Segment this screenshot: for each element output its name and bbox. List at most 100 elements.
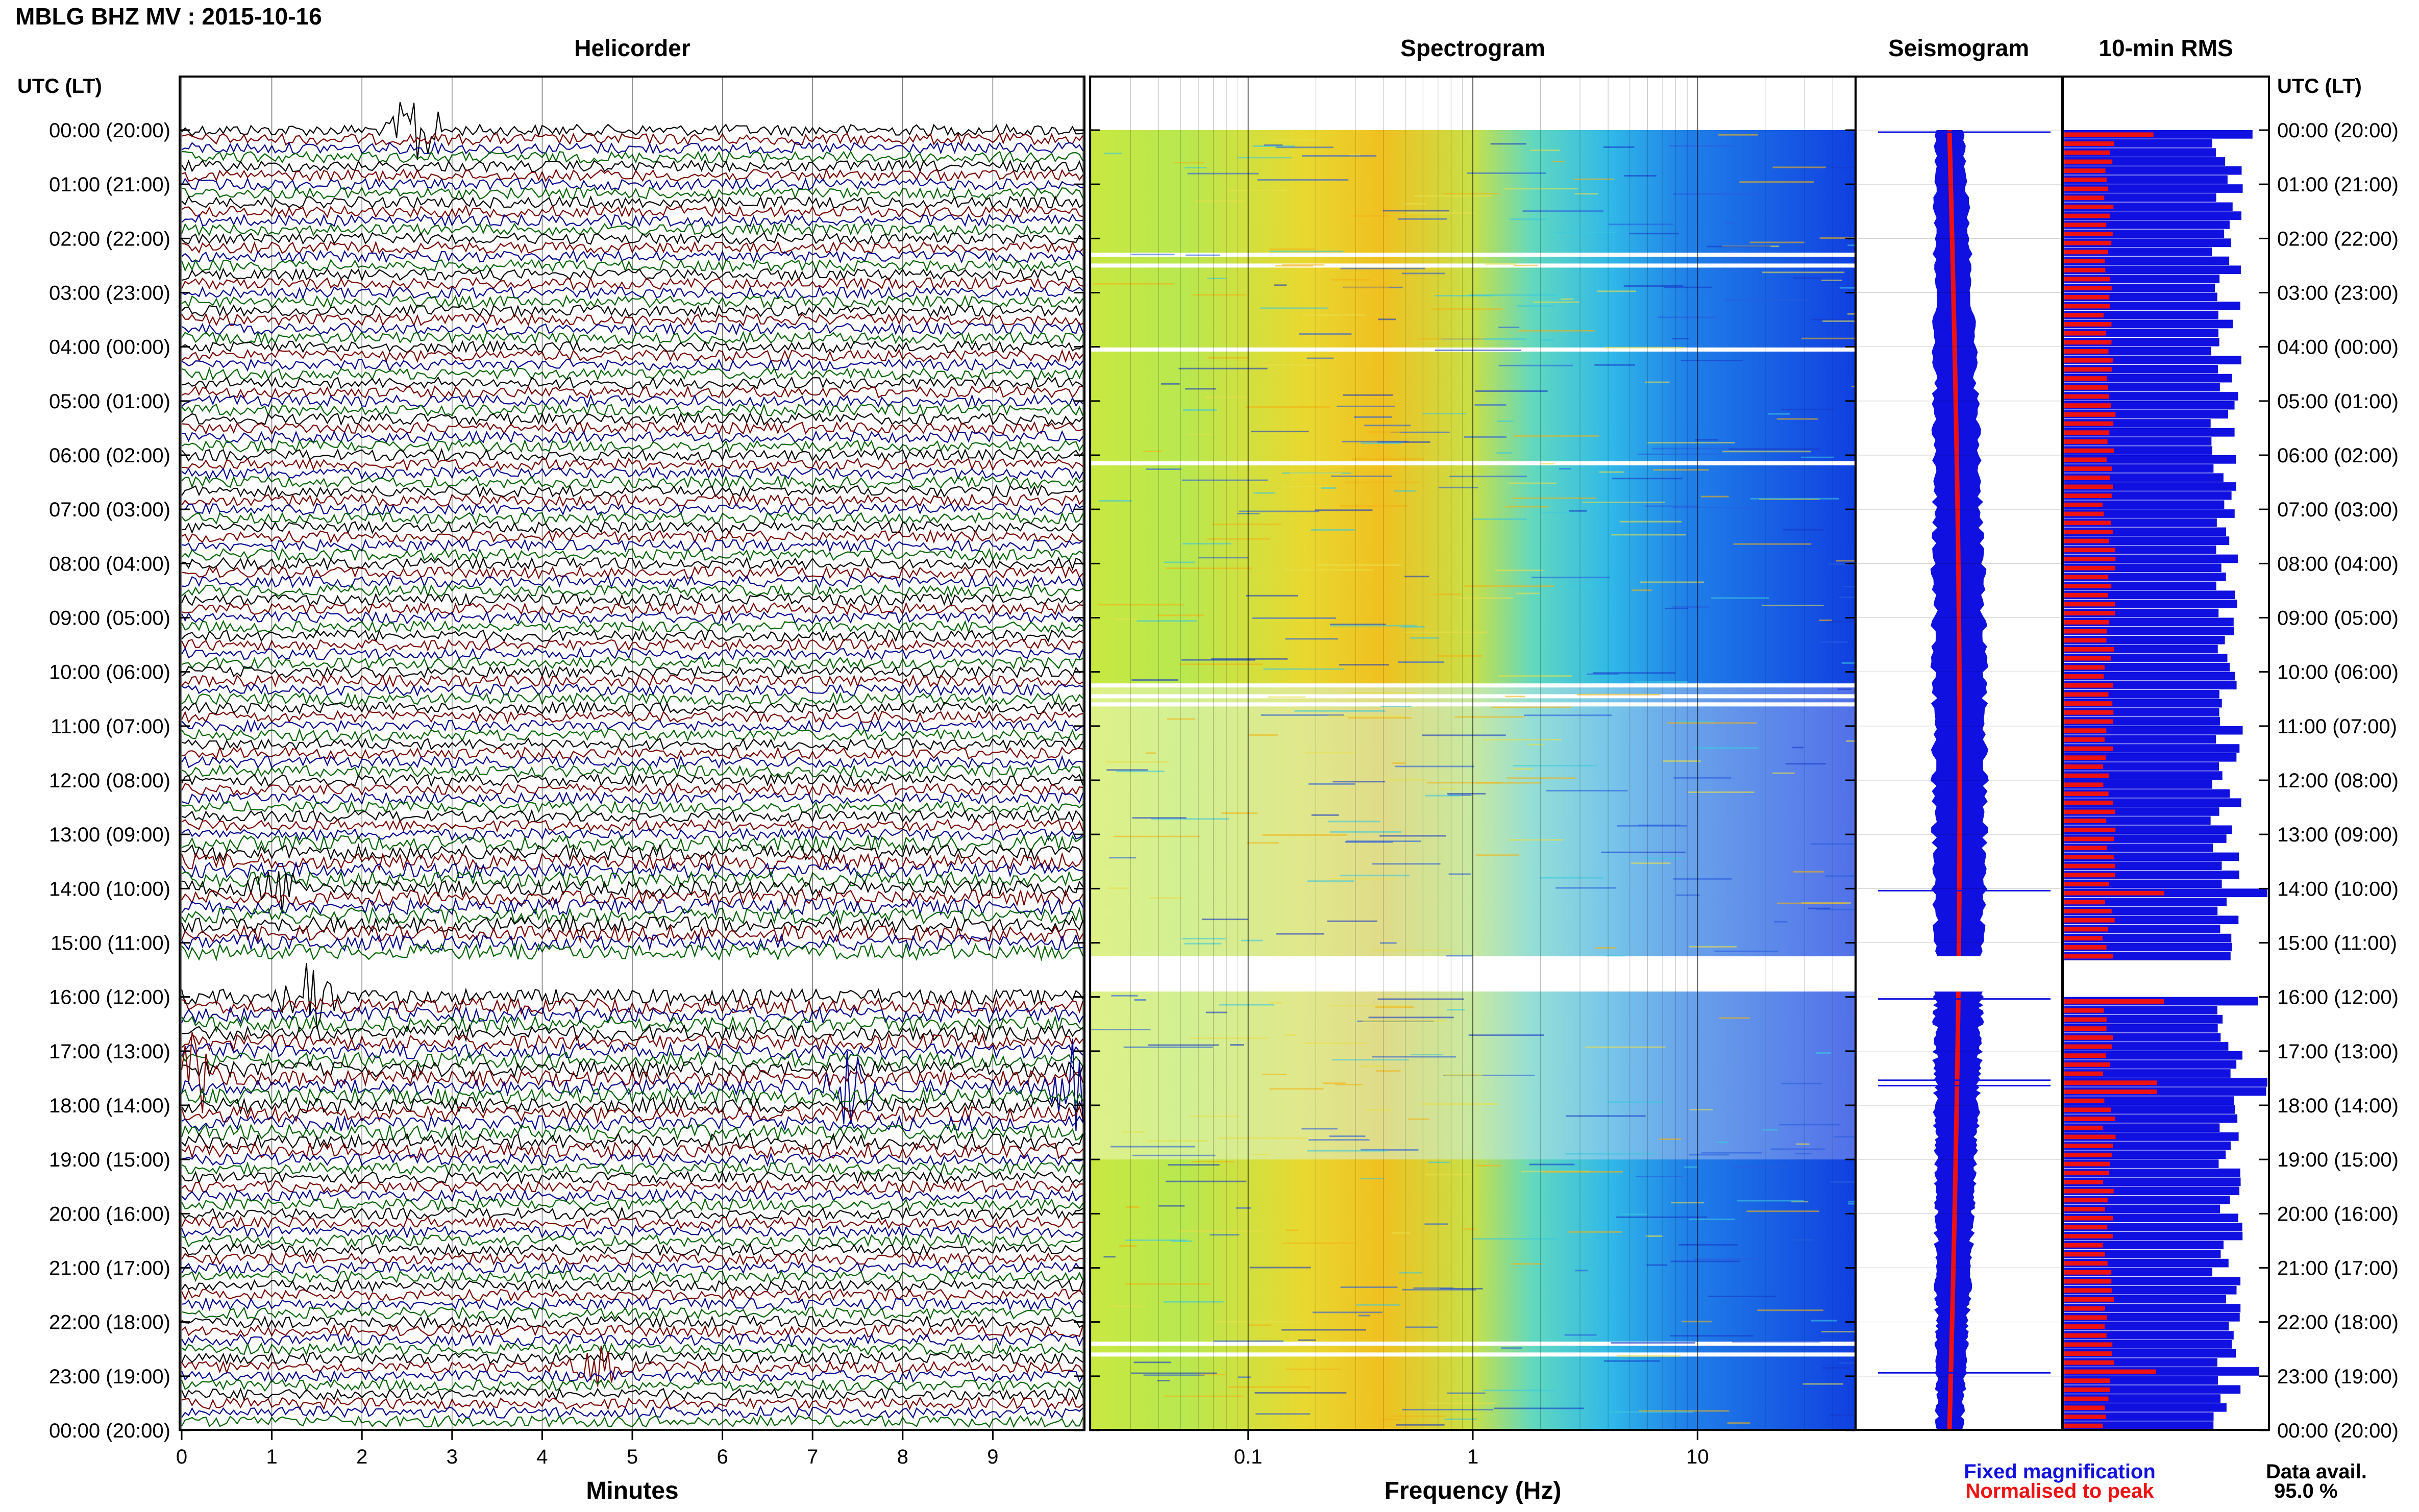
spectrogram-streak (1189, 1116, 1239, 1118)
spectrogram-streak (1261, 714, 1344, 716)
rms-bar-normalised (2064, 538, 2109, 543)
rms-bar-normalised (2064, 240, 2112, 245)
time-label-right: 21:00 (17:00) (2277, 1257, 2399, 1280)
spectrogram-streak (1372, 863, 1441, 865)
rms-bar-normalised (2064, 882, 2110, 886)
spectrogram-streak (1821, 1331, 1855, 1333)
spectrogram-streak (1268, 696, 1306, 698)
spectrogram-streak (1185, 388, 1217, 390)
rms-bar-normalised (2064, 385, 2108, 390)
spectrogram-streak (1454, 716, 1525, 718)
spectrogram-streak (1573, 178, 1615, 180)
rms-bar-normalised (2064, 1396, 2109, 1401)
spectrogram-streak (1379, 835, 1446, 837)
spectrogram-streak (1392, 762, 1405, 764)
spectrogram-streak (1677, 721, 1714, 723)
minute-tick-label: 6 (717, 1446, 728, 1468)
spectrogram-streak (1275, 146, 1334, 148)
spectrogram-streak (1508, 839, 1564, 841)
spectrogram-streak (1345, 841, 1393, 843)
spectrogram-streak (1192, 294, 1247, 296)
rms-bar-normalised (2064, 150, 2110, 155)
rms-bars (2064, 130, 2267, 1430)
rms-bar-normalised (2064, 1315, 2107, 1320)
rms-bar-normalised (2064, 520, 2112, 526)
spectrogram-streak (1340, 267, 1425, 269)
spectrogram-streak (1473, 1238, 1559, 1240)
spectrogram-streak (1485, 263, 1516, 265)
time-label-right: 10:00 (06:00) (2277, 661, 2399, 684)
spectrogram-streak (1714, 950, 1779, 952)
time-label-left: 12:00 (08:00) (49, 770, 170, 792)
spectrogram-streak (1565, 1153, 1656, 1155)
spectrogram-streak (1644, 857, 1684, 859)
spectrogram-streak (1800, 456, 1834, 458)
spectrogram-streak (1413, 1287, 1454, 1289)
spectrogram-streak (1496, 452, 1513, 454)
seismogram-normalised-line (1947, 992, 1961, 1430)
spectrogram-streak (1252, 145, 1295, 147)
minute-tick-label: 8 (897, 1446, 908, 1468)
spectrogram-streak (1269, 251, 1344, 253)
spectrogram-streak (1349, 154, 1360, 156)
spectrogram-streak (1733, 1166, 1788, 1168)
spectrogram-streak (1431, 308, 1503, 310)
time-label-right: 15:00 (11:00) (2277, 932, 2397, 955)
spectrogram-streak (1332, 1059, 1409, 1061)
rms-bar-fixed (2064, 1403, 2227, 1412)
minute-tick-label: 5 (627, 1446, 638, 1468)
spectrogram-streak (1410, 637, 1439, 639)
spectrogram-streak (1362, 1020, 1446, 1022)
spectrogram-streak (1201, 919, 1248, 921)
spectrogram-streak (1301, 1128, 1338, 1130)
legend-normalised-to-peak: Normalised to peak (1965, 1480, 2154, 1502)
spectrogram-streak (1529, 1163, 1575, 1166)
rms-bar-normalised (2064, 412, 2116, 417)
spectrogram-streak (1582, 502, 1666, 504)
spectrogram-streak (1126, 1206, 1140, 1208)
spectrogram-streak (1330, 475, 1392, 477)
spectrogram-streak (1254, 1392, 1347, 1394)
time-label-right: 06:00 (02:00) (2277, 444, 2399, 467)
spectrogram-streak (1619, 520, 1682, 523)
spectrogram-streak (1257, 179, 1349, 181)
spectrogram-streak (1335, 1083, 1363, 1085)
spectrogram-streak (1770, 1148, 1825, 1150)
spectrogram-streak (1395, 765, 1474, 767)
spectrogram-streak (1123, 1046, 1213, 1048)
spectrogram-streak (1221, 812, 1258, 814)
spectrogram-streak (1603, 1360, 1660, 1362)
spectrogram-streak (1640, 581, 1705, 583)
spectrogram-streak (1394, 490, 1416, 492)
axis-ticks (180, 129, 2269, 1440)
spectrogram-streak (1463, 1228, 1476, 1230)
spectrogram-streak (1737, 1200, 1804, 1202)
spectrogram-streak (1498, 675, 1572, 677)
rms-bar-normalised (2064, 683, 2113, 688)
spectrogram-streak (1133, 1361, 1171, 1364)
spectrogram-streak (1673, 878, 1732, 880)
rms-bar-normalised (2064, 701, 2113, 706)
spectrogram-streak (1757, 1309, 1823, 1311)
spectrogram-streak (1306, 357, 1334, 359)
spectrogram-streak (1340, 505, 1408, 507)
spectrogram-streak (1346, 840, 1421, 842)
seismogram-fixed-envelope (1932, 992, 1984, 1430)
rms-bar-normalised (2064, 656, 2111, 661)
spectrogram-streak (1327, 920, 1377, 922)
spectrogram-streak (1157, 614, 1204, 616)
time-label-left: 21:00 (17:00) (49, 1257, 170, 1280)
spectrogram-streak (1554, 231, 1616, 233)
spectrogram-streak (1304, 1042, 1367, 1044)
spectrogram-streak (1379, 1419, 1402, 1421)
time-label-left: 14:00 (10:00) (49, 878, 170, 900)
rms-bar-normalised (2064, 1297, 2114, 1302)
spectrogram-streak (1424, 1223, 1448, 1225)
spectrogram-streak (1448, 873, 1471, 875)
spectrogram-streak (1323, 1082, 1346, 1084)
spectrogram-streak (1182, 542, 1231, 544)
spectrogram-streak (1792, 747, 1804, 749)
spectrogram-streak (1230, 1044, 1244, 1046)
rms-bar-normalised (2064, 1035, 2113, 1040)
spectrogram-streak (1219, 1004, 1274, 1006)
